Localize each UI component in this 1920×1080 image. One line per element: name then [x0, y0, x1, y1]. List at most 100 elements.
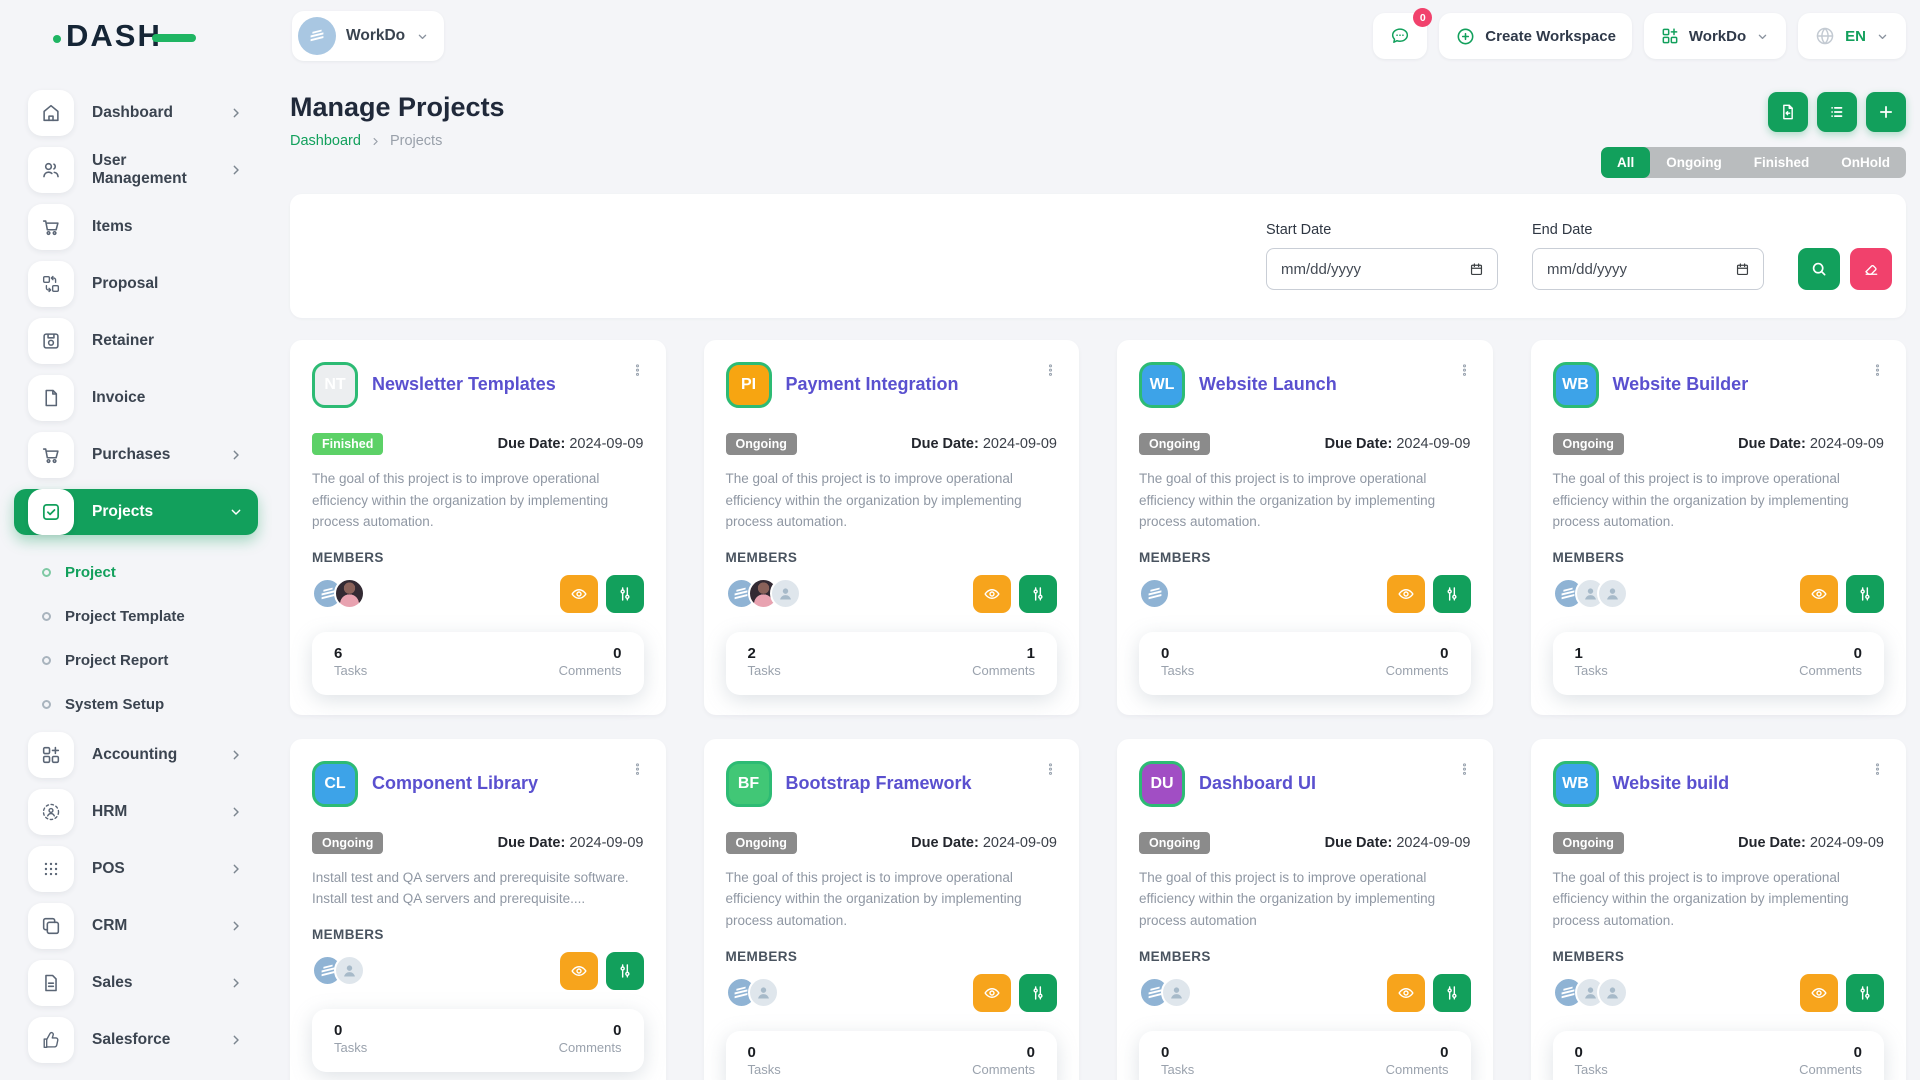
project-tasks-button[interactable]: [1432, 973, 1471, 1012]
tasks-label: Tasks: [1161, 662, 1195, 678]
status-badge: Ongoing: [1139, 433, 1211, 455]
chevron-down-icon: [1755, 29, 1770, 44]
sidebar-subitem-system-setup[interactable]: System Setup: [42, 682, 248, 726]
view-project-button[interactable]: [559, 574, 598, 613]
page-title: Manage Projects: [290, 92, 505, 122]
project-title-link[interactable]: Bootstrap Framework: [785, 772, 972, 793]
card-stats: 0 Tasks 0 Comments: [1139, 631, 1471, 695]
sidebar-item-label: Accounting: [92, 746, 178, 763]
sidebar-item-dashboard[interactable]: Dashboard: [28, 90, 248, 136]
project-tasks-button[interactable]: [605, 574, 644, 613]
filter-tab-all[interactable]: All: [1600, 147, 1651, 178]
project-avatar: WB: [1552, 362, 1599, 408]
sidebar-item-purchases[interactable]: Purchases: [28, 432, 248, 478]
filter-tab-finished[interactable]: Finished: [1753, 155, 1810, 170]
sidebar-item-salesforce[interactable]: Salesforce: [28, 1017, 248, 1063]
view-project-button[interactable]: [973, 973, 1011, 1012]
card-menu-button[interactable]: [1040, 360, 1061, 381]
list-view-button[interactable]: [1817, 92, 1857, 132]
workspace-menu-label: WorkDo: [1688, 27, 1747, 45]
filter-tab-ongoing[interactable]: Ongoing: [1666, 155, 1722, 170]
sidebar-item-items[interactable]: Items: [28, 204, 248, 250]
project-title-link[interactable]: Website Builder: [1612, 374, 1749, 395]
workspace-menu-button[interactable]: WorkDo: [1643, 13, 1787, 59]
chevron-right-icon: [228, 162, 244, 178]
card-menu-button[interactable]: [1040, 759, 1061, 780]
sidebar-subitem-project[interactable]: Project: [42, 550, 248, 594]
toolbar: [1768, 92, 1906, 132]
project-tasks-button[interactable]: [1432, 574, 1471, 613]
end-date-input[interactable]: mm/dd/yyyy: [1532, 248, 1764, 290]
card-menu-button[interactable]: [627, 360, 648, 381]
project-cards-grid: NT Newsletter Templates Finished Due Dat…: [290, 340, 1906, 1080]
start-date-input[interactable]: mm/dd/yyyy: [1266, 248, 1498, 290]
list-icon: [1827, 102, 1847, 122]
project-title-link[interactable]: Payment Integration: [785, 374, 959, 395]
eye-icon: [1809, 584, 1829, 604]
members-label: MEMBERS: [725, 549, 798, 565]
sidebar-item-invoice[interactable]: Invoice: [28, 375, 248, 421]
project-tasks-button[interactable]: [1846, 973, 1884, 1012]
card-menu-button[interactable]: [1454, 759, 1475, 780]
sidebar-item-hrm[interactable]: HRM: [28, 789, 248, 835]
project-title-link[interactable]: Dashboard UI: [1199, 772, 1317, 793]
card-menu-button[interactable]: [1454, 360, 1475, 381]
project-title-link[interactable]: Website build: [1612, 772, 1730, 793]
project-description: The goal of this project is to improve o…: [312, 471, 609, 530]
comments-count: 0: [1853, 644, 1862, 662]
project-description: Install test and QA servers and prerequi…: [312, 869, 629, 907]
workspace-selector[interactable]: WorkDo: [292, 11, 445, 61]
members-label: MEMBERS: [312, 926, 384, 942]
tasks-label: Tasks: [1574, 662, 1608, 678]
view-project-button[interactable]: [973, 574, 1011, 613]
comments-count: 0: [1026, 1043, 1035, 1061]
view-project-button[interactable]: [1386, 973, 1425, 1012]
header-actions: 0 Create Workspace WorkDo EN: [1373, 8, 1906, 59]
project-tasks-button[interactable]: [1846, 574, 1884, 613]
sidebar-subitem-label: System Setup: [65, 695, 165, 713]
view-project-button[interactable]: [1800, 973, 1838, 1012]
export-button[interactable]: [1768, 92, 1808, 132]
sidebar-item-proposal[interactable]: Proposal: [28, 261, 248, 307]
create-workspace-button[interactable]: Create Workspace: [1439, 13, 1632, 59]
card-menu-button[interactable]: [1867, 759, 1888, 780]
view-project-button[interactable]: [1386, 574, 1425, 613]
project-tasks-button[interactable]: [1019, 574, 1057, 613]
sidebar-item-sales[interactable]: Sales: [28, 960, 248, 1006]
project-title-link[interactable]: Component Library: [372, 772, 539, 793]
sidebar-item-retainer[interactable]: Retainer: [28, 318, 248, 364]
status-badge: Finished: [312, 433, 384, 455]
card-menu-button[interactable]: [1867, 360, 1888, 381]
project-description: The goal of this project is to improve o…: [1139, 869, 1436, 928]
member-avatars: [312, 955, 365, 987]
sidebar-item-user-management[interactable]: User Management: [28, 147, 248, 193]
project-tasks-button[interactable]: [1019, 973, 1057, 1012]
project-title-link[interactable]: Website Launch: [1199, 374, 1337, 395]
top-bar: DASH WorkDo 0 Create Workspace WorkDo: [0, 0, 1920, 72]
tasks-count: 6: [334, 644, 343, 662]
create-project-button[interactable]: [1866, 92, 1906, 132]
project-title-link[interactable]: Newsletter Templates: [372, 374, 556, 395]
language-selector[interactable]: EN: [1798, 13, 1906, 59]
project-tasks-button[interactable]: [605, 951, 644, 990]
sidebar-item-crm[interactable]: CRM: [28, 903, 248, 949]
filter-tab-onhold[interactable]: OnHold: [1841, 155, 1890, 170]
sidebar-item-accounting[interactable]: Accounting: [28, 732, 248, 778]
sidebar-subitem-project-template[interactable]: Project Template: [42, 594, 248, 638]
sidebar-submenu-projects: Project Project Template Project Report Sys…: [28, 546, 248, 732]
clear-filter-button[interactable]: [1850, 248, 1892, 290]
member-avatars: [1139, 578, 1170, 610]
sidebar-item-projects[interactable]: Projects: [14, 489, 258, 535]
member-avatars: [1139, 977, 1192, 1009]
messages-button[interactable]: 0: [1373, 8, 1433, 59]
sidebar-item-pos[interactable]: POS: [28, 846, 248, 892]
sidebar-subitem-project-report[interactable]: Project Report: [42, 638, 248, 682]
breadcrumb-dashboard-link[interactable]: Dashboard: [290, 133, 361, 149]
project-card: WB Website Builder Ongoing Due Date: 202…: [1530, 340, 1906, 715]
card-menu-button[interactable]: [627, 759, 648, 780]
search-button[interactable]: [1798, 248, 1840, 290]
view-project-button[interactable]: [1800, 574, 1838, 613]
view-project-button[interactable]: [559, 951, 598, 990]
sliders-icon: [1028, 983, 1048, 1003]
